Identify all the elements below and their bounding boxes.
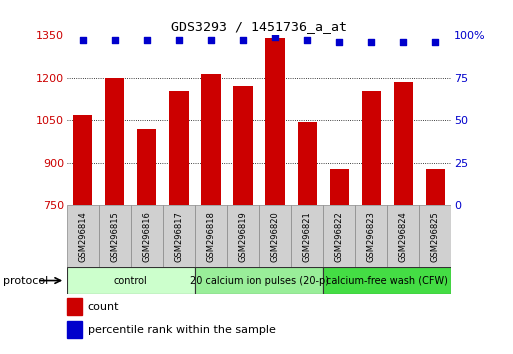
FancyBboxPatch shape [163,205,195,267]
Bar [298,122,317,205]
Text: control: control [114,275,148,286]
Point [78,38,87,43]
FancyBboxPatch shape [323,205,355,267]
FancyBboxPatch shape [67,205,98,267]
Point [303,38,311,43]
Text: protocol: protocol [3,275,48,286]
Text: calcium-free wash (CFW): calcium-free wash (CFW) [326,275,448,286]
Point [271,34,279,40]
Bar [137,130,156,205]
Point [239,38,247,43]
FancyBboxPatch shape [227,205,259,267]
FancyBboxPatch shape [67,267,195,294]
Text: GSM296822: GSM296822 [334,211,344,262]
Bar [169,91,189,205]
Point [207,38,215,43]
Text: GSM296823: GSM296823 [367,211,376,262]
Text: GSM296821: GSM296821 [303,211,312,262]
Bar [393,82,413,205]
Text: GSM296817: GSM296817 [174,211,184,262]
Point [367,39,376,45]
FancyBboxPatch shape [98,205,131,267]
FancyBboxPatch shape [195,205,227,267]
FancyBboxPatch shape [291,205,323,267]
Text: GSM296814: GSM296814 [78,211,87,262]
FancyBboxPatch shape [323,267,451,294]
Text: percentile rank within the sample: percentile rank within the sample [88,325,275,335]
Text: GSM296818: GSM296818 [206,211,215,262]
Bar [426,169,445,205]
Text: GSM296816: GSM296816 [142,211,151,262]
Point [399,39,407,45]
Text: GSM296824: GSM296824 [399,211,408,262]
Text: GSM296819: GSM296819 [239,211,248,262]
Text: 20 calcium ion pulses (20-p): 20 calcium ion pulses (20-p) [190,275,328,286]
Point [335,39,343,45]
Bar [265,38,285,205]
FancyBboxPatch shape [131,205,163,267]
Bar [233,86,252,205]
Text: GSM296825: GSM296825 [431,211,440,262]
FancyBboxPatch shape [420,205,451,267]
FancyBboxPatch shape [387,205,420,267]
Point [143,38,151,43]
Point [111,38,119,43]
Bar [67,298,82,315]
FancyBboxPatch shape [195,267,323,294]
FancyBboxPatch shape [355,205,387,267]
Bar [329,169,349,205]
Text: GSM296815: GSM296815 [110,211,120,262]
Point [431,39,440,45]
FancyBboxPatch shape [259,205,291,267]
Bar [73,115,92,205]
Bar [201,74,221,205]
Bar [362,91,381,205]
Text: count: count [88,302,120,312]
Bar [105,78,124,205]
Point [175,38,183,43]
Bar [67,321,82,338]
Title: GDS3293 / 1451736_a_at: GDS3293 / 1451736_a_at [171,20,347,33]
Text: GSM296820: GSM296820 [270,211,280,262]
